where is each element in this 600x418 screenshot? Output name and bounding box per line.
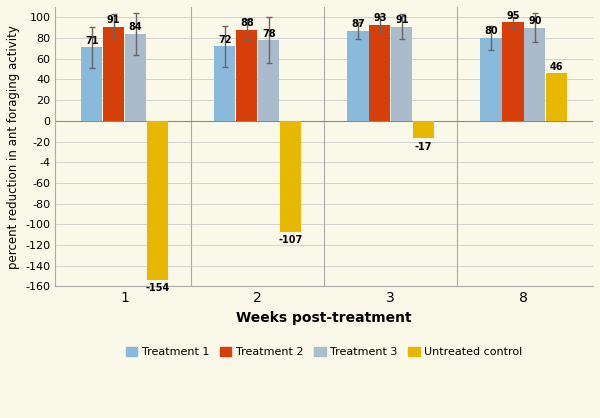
Bar [258,40,280,121]
Text: 46: 46 [550,61,563,71]
Text: 93: 93 [373,13,386,23]
Text: 88: 88 [240,18,254,28]
Legend: Treatment 1, Treatment 2, Treatment 3, Untreated control: Treatment 1, Treatment 2, Treatment 3, U… [122,342,527,362]
Bar [480,38,502,121]
Bar [546,73,568,121]
Bar [391,27,412,121]
Text: 78: 78 [262,28,275,38]
Bar [502,23,524,121]
Bar [347,31,368,121]
Bar [236,30,257,121]
Bar [369,25,391,121]
Bar [524,28,545,121]
Bar [214,46,235,121]
Text: 80: 80 [484,26,498,36]
Text: -107: -107 [278,234,303,245]
Bar [413,121,434,138]
Text: 84: 84 [129,22,142,32]
Text: 87: 87 [351,19,365,29]
Text: 95: 95 [506,11,520,21]
Bar [81,47,103,121]
Text: 90: 90 [528,16,542,26]
X-axis label: Weeks post-treatment: Weeks post-treatment [236,311,412,325]
Bar [125,34,146,121]
Text: 91: 91 [107,15,121,25]
Bar [280,121,301,232]
Bar [147,121,168,280]
Text: 71: 71 [85,36,98,46]
Text: 72: 72 [218,35,232,45]
Bar [103,27,124,121]
Text: 91: 91 [395,15,409,25]
Text: -154: -154 [145,283,170,293]
Y-axis label: percent reduction in ant foraging activity: percent reduction in ant foraging activi… [7,25,20,269]
Text: -17: -17 [415,142,433,151]
